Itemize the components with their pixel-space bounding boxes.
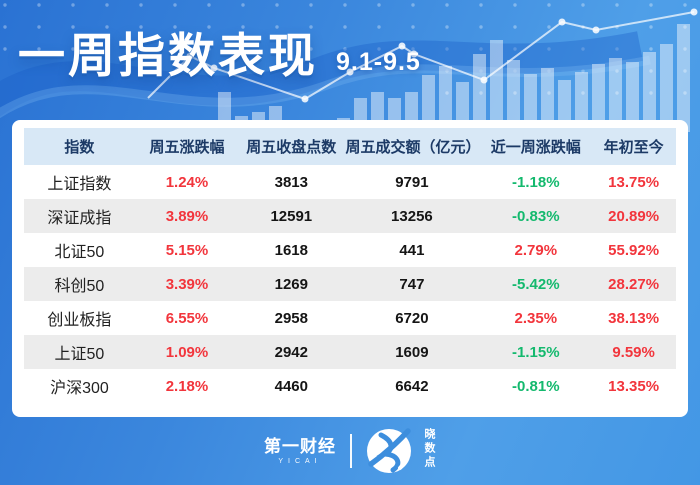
value-cell: 6720 bbox=[395, 309, 429, 327]
value-cell: -5.42% bbox=[480, 267, 592, 301]
value-cell: 1609 bbox=[343, 335, 481, 369]
page-title: 一周指数表现 bbox=[18, 29, 318, 82]
value-cell: 2.35% bbox=[514, 309, 558, 327]
index-table-card: 指数 周五涨跌幅 周五收盘点数 周五成交额（亿元） 近一周涨跌幅 年初至今 上证指数 1.2… bbox=[12, 120, 688, 417]
column-header: 周五成交额（亿元） bbox=[343, 128, 480, 165]
logo-divider bbox=[350, 434, 352, 468]
value-cell: -0.83% bbox=[480, 199, 592, 233]
value-cell: 55.92% bbox=[608, 241, 660, 259]
index-name-cell: 上证50 bbox=[24, 335, 135, 369]
value-cell: 13256 bbox=[343, 199, 481, 233]
xiaoshudian-label: 晓数点 bbox=[423, 428, 435, 470]
value-cell: 747 bbox=[343, 267, 481, 301]
value-cell: 3813 bbox=[274, 173, 308, 191]
value-cell: 13.35% bbox=[608, 377, 660, 395]
value-cell: -0.81% bbox=[512, 377, 560, 395]
index-name-cell: 北证50 bbox=[54, 244, 105, 261]
index-table: 指数 周五涨跌幅 周五收盘点数 周五成交额（亿元） 近一周涨跌幅 年初至今 上证指数 1.2… bbox=[24, 128, 676, 403]
value-cell: 9.59% bbox=[591, 335, 676, 369]
footer-logos: 第一财经 YICAI 晓数点 bbox=[0, 417, 700, 485]
value-cell: 13.75% bbox=[608, 173, 660, 191]
xiaoshudian-logo-icon bbox=[367, 428, 411, 473]
value-cell: 2958 bbox=[274, 309, 308, 327]
value-cell: 5.15% bbox=[165, 241, 209, 259]
value-cell: 6642 bbox=[395, 377, 429, 395]
column-header: 周五涨跌幅 bbox=[134, 128, 240, 165]
column-header: 指数 bbox=[24, 128, 135, 165]
value-cell: 441 bbox=[399, 241, 425, 259]
table-row: 沪深300 2.18% 4460 6642 -0.81% 13.35% bbox=[24, 369, 676, 403]
yicai-logo-text: 第一财经 bbox=[264, 436, 336, 456]
value-cell: 1.09% bbox=[134, 335, 240, 369]
date-range: 9.1-9.5 bbox=[336, 48, 421, 76]
index-name-cell: 科创50 bbox=[24, 267, 135, 301]
value-cell: 2.18% bbox=[165, 377, 209, 395]
line-chart-decoration bbox=[147, 8, 698, 103]
index-name-cell: 创业板指 bbox=[47, 312, 112, 329]
table-row: 北证50 5.15% 1618 441 2.79% 55.92% bbox=[24, 233, 676, 267]
table-row: 科创50 3.39% 1269 747 -5.42% 28.27% bbox=[24, 267, 676, 301]
value-cell: 28.27% bbox=[591, 267, 676, 301]
index-name-cell: 深证成指 bbox=[24, 199, 135, 233]
value-cell: 2.79% bbox=[514, 241, 558, 259]
value-cell: 1618 bbox=[274, 241, 308, 259]
column-header: 近一周涨跌幅 bbox=[480, 128, 592, 165]
value-cell: 2942 bbox=[239, 335, 344, 369]
table-row: 深证成指 3.89% 12591 13256 -0.83% 20.89% bbox=[24, 199, 676, 233]
table-row: 创业板指 6.55% 2958 6720 2.35% 38.13% bbox=[24, 301, 676, 335]
value-cell: -1.15% bbox=[480, 335, 592, 369]
value-cell: 1.24% bbox=[165, 173, 209, 191]
value-cell: 3.39% bbox=[134, 267, 240, 301]
value-cell: 1269 bbox=[239, 267, 344, 301]
value-cell: -1.18% bbox=[512, 173, 560, 191]
value-cell: 12591 bbox=[239, 199, 344, 233]
column-header: 周五收盘点数 bbox=[239, 128, 344, 165]
value-cell: 38.13% bbox=[608, 309, 660, 327]
value-cell: 4460 bbox=[274, 377, 308, 395]
value-cell: 9791 bbox=[395, 173, 429, 191]
header: 一周指数表现 9.1-9.5 bbox=[18, 32, 421, 79]
yicai-logo: 第一财经 YICAI bbox=[264, 438, 336, 465]
table-row: 上证指数 1.24% 3813 9791 -1.18% 13.75% bbox=[24, 165, 676, 199]
value-cell: 6.55% bbox=[165, 309, 209, 327]
table-header-row: 指数 周五涨跌幅 周五收盘点数 周五成交额（亿元） 近一周涨跌幅 年初至今 bbox=[24, 128, 676, 165]
value-cell: 20.89% bbox=[591, 199, 676, 233]
index-name-cell: 沪深300 bbox=[50, 380, 109, 397]
yicai-logo-subtext: YICAI bbox=[278, 457, 322, 465]
header-chart-decoration bbox=[0, 3, 700, 132]
index-table-body: 上证指数 1.24% 3813 9791 -1.18% 13.75% 深证成指 3.89% 12… bbox=[24, 165, 676, 403]
column-header: 年初至今 bbox=[591, 128, 676, 165]
value-cell: 3.89% bbox=[134, 199, 240, 233]
index-name-cell: 上证指数 bbox=[47, 176, 112, 193]
table-row: 上证50 1.09% 2942 1609 -1.15% 9.59% bbox=[24, 335, 676, 369]
